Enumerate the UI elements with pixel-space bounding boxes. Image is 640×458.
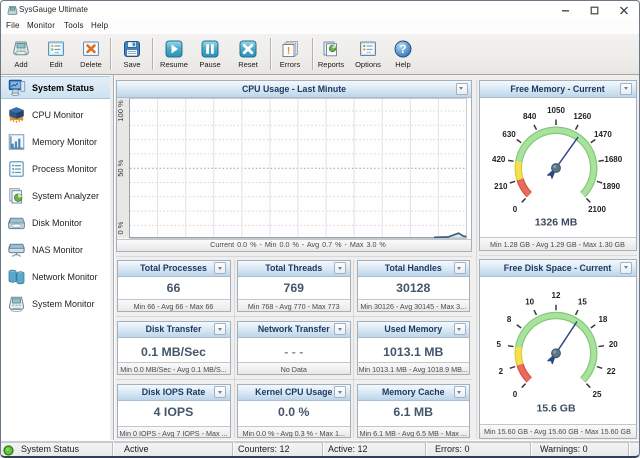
svg-text:0: 0 — [513, 390, 518, 399]
svg-text:1050: 1050 — [547, 106, 565, 115]
svg-text:0 %: 0 % — [117, 221, 125, 234]
svg-text:100 %: 100 % — [117, 100, 125, 122]
svg-text:!: ! — [287, 46, 290, 57]
svg-text:2100: 2100 — [588, 205, 606, 214]
svg-text:1890: 1890 — [602, 182, 620, 191]
svg-text:630: 630 — [502, 130, 516, 139]
svg-text:50 %: 50 % — [117, 159, 125, 176]
svg-text:22: 22 — [607, 367, 616, 376]
svg-text:18: 18 — [598, 315, 607, 324]
svg-text:0: 0 — [513, 205, 518, 214]
svg-text:210: 210 — [494, 182, 508, 191]
svg-text:20: 20 — [609, 340, 618, 349]
svg-text:840: 840 — [523, 112, 537, 121]
svg-text:12: 12 — [552, 291, 561, 300]
svg-text:1326 MB: 1326 MB — [535, 217, 578, 229]
svg-text:8: 8 — [507, 315, 512, 324]
svg-text:420: 420 — [492, 155, 506, 164]
svg-text:5: 5 — [496, 340, 501, 349]
svg-text:2: 2 — [499, 367, 504, 376]
svg-text:1260: 1260 — [573, 112, 591, 121]
svg-text:1470: 1470 — [594, 130, 612, 139]
svg-text:10: 10 — [525, 298, 534, 307]
svg-text:?: ? — [399, 44, 406, 56]
svg-text:15.6 GB: 15.6 GB — [536, 402, 576, 414]
svg-text:25: 25 — [593, 390, 602, 399]
svg-text:1680: 1680 — [604, 155, 622, 164]
svg-text:15: 15 — [578, 298, 587, 307]
